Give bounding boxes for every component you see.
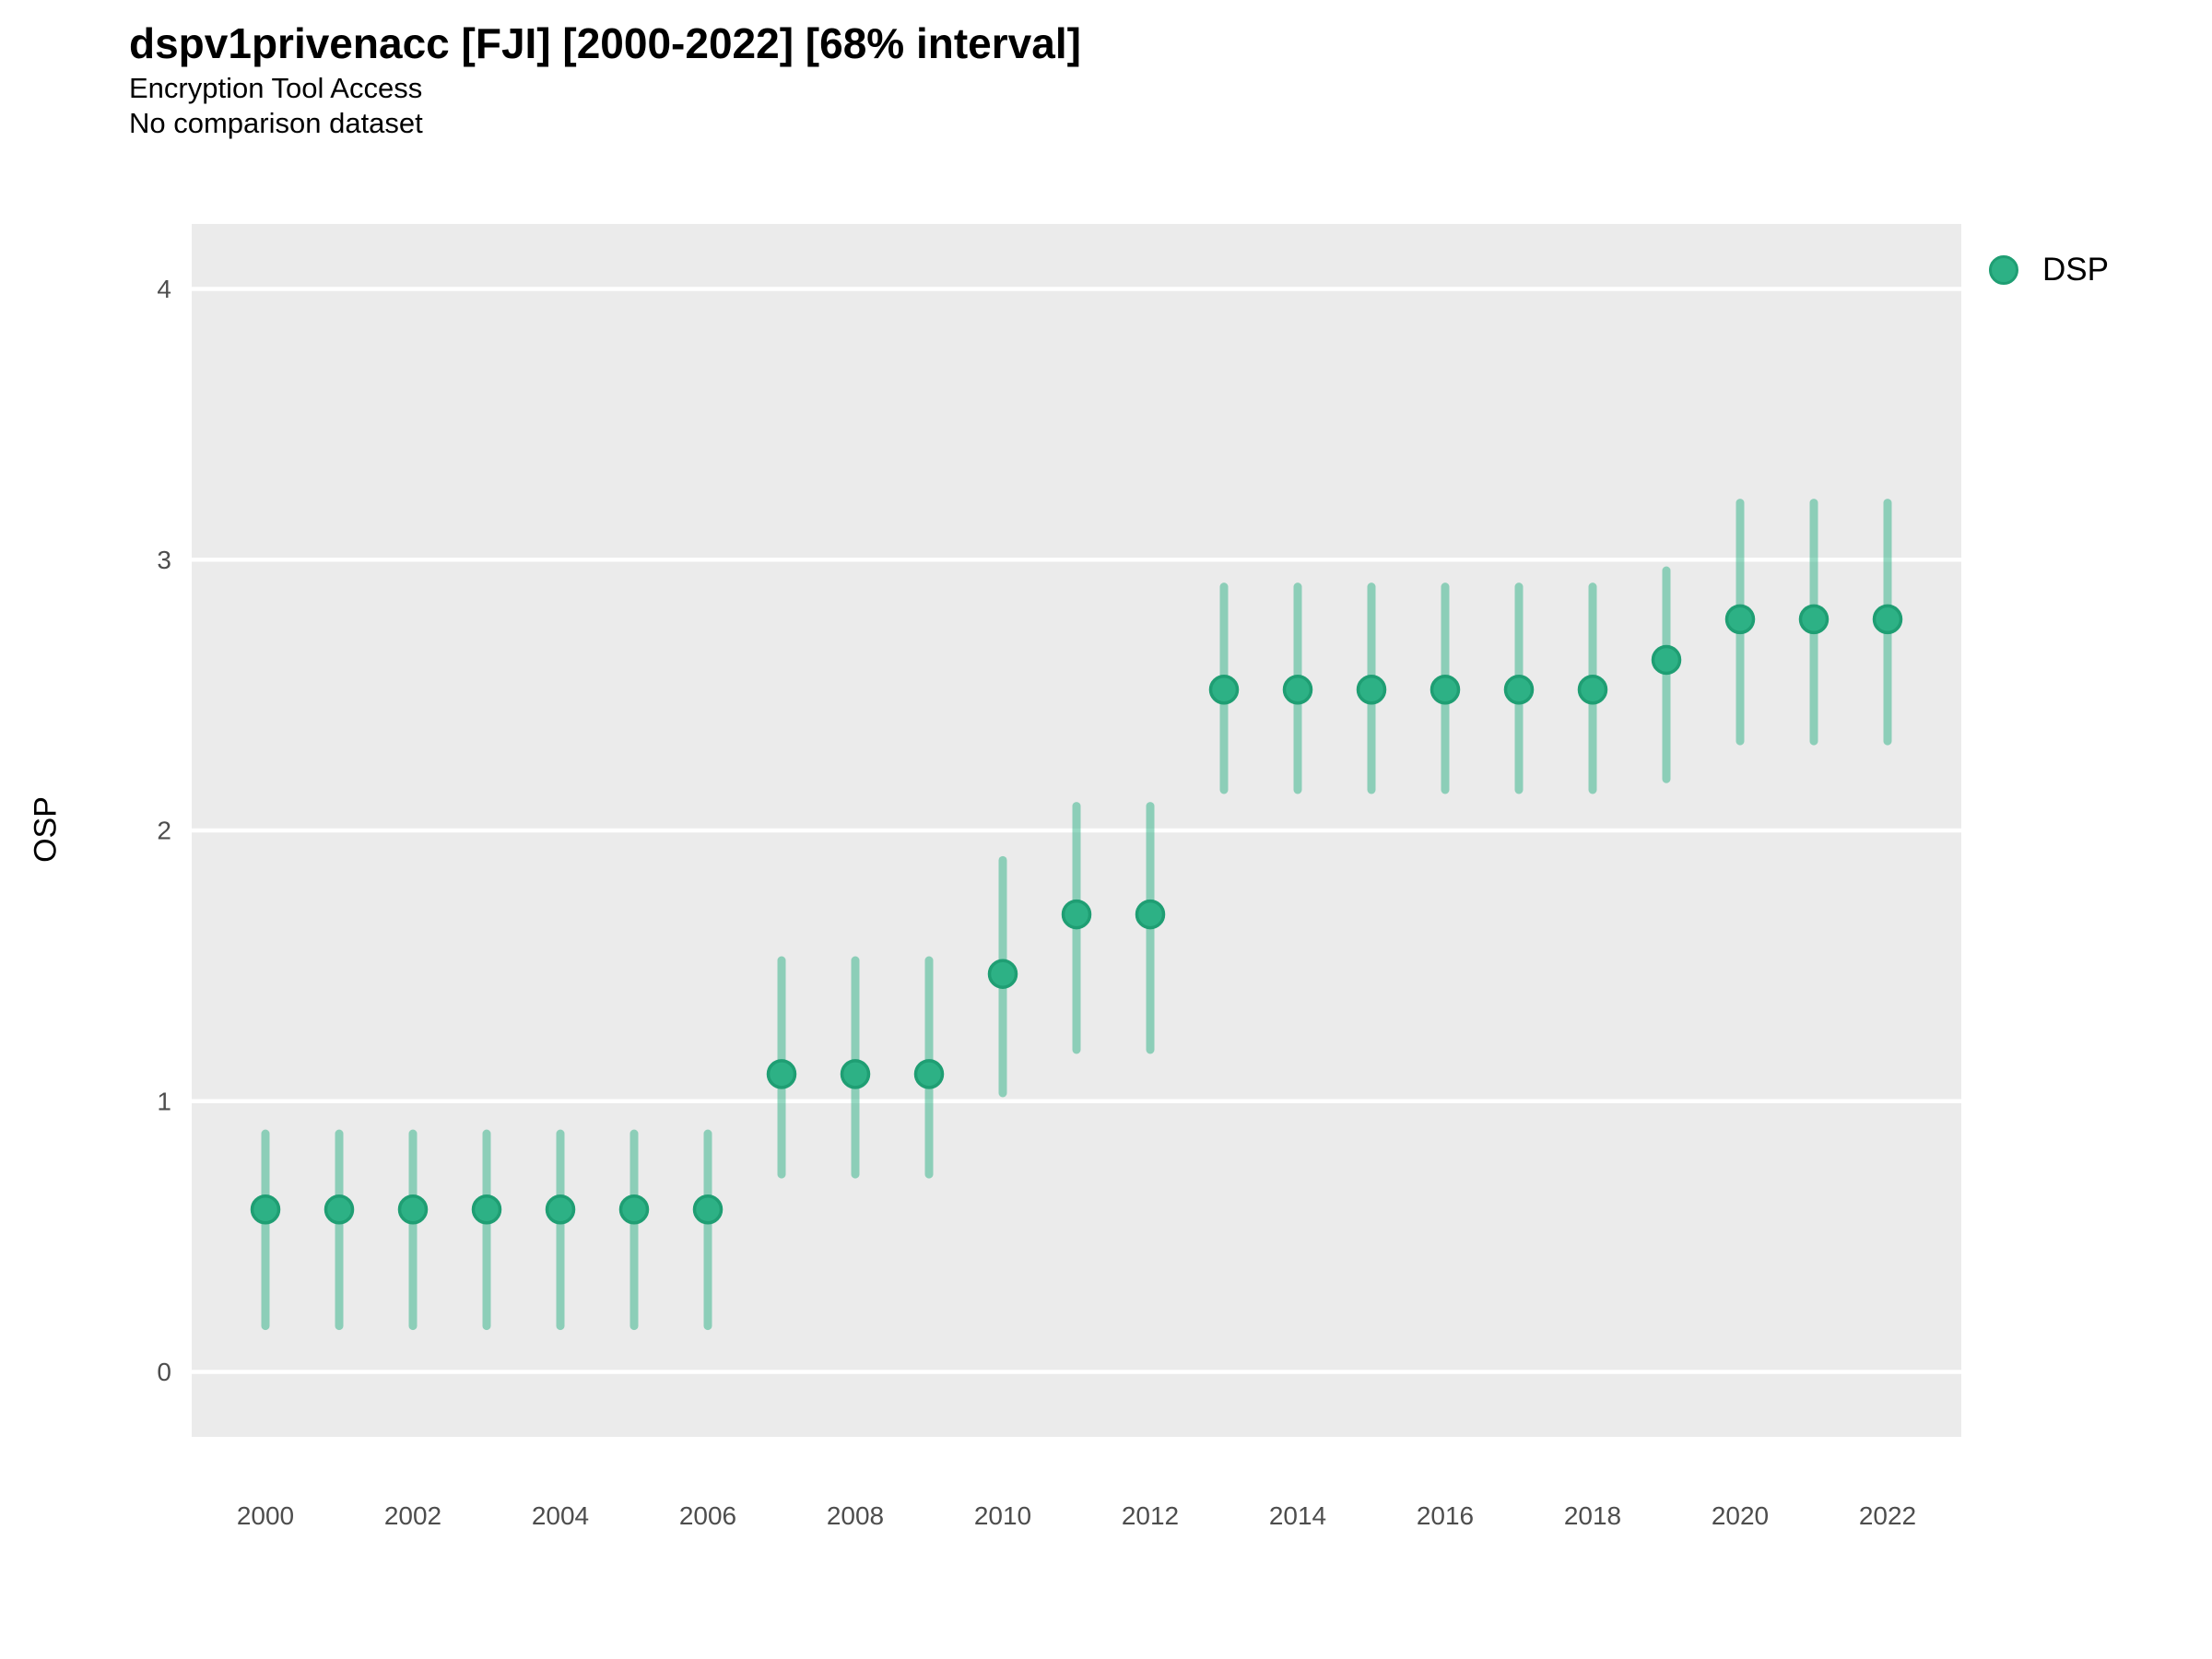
x-tick-label-2006: 2006 [679, 1501, 736, 1530]
point-DSP-2016 [1430, 675, 1461, 705]
chart-title: dspv1privenacc [FJI] [2000-2022] [68% in… [129, 19, 1081, 67]
y-axis-title: OSP [28, 796, 64, 863]
point-DSP-2006 [692, 1194, 724, 1225]
legend-point-icon [1989, 254, 2018, 285]
x-tick-label-2016: 2016 [1417, 1501, 1474, 1530]
point-DSP-2017 [1503, 675, 1535, 705]
point-DSP-2007 [766, 1059, 797, 1089]
x-tick-label-2008: 2008 [827, 1501, 884, 1530]
x-tick-label-2000: 2000 [237, 1501, 294, 1530]
point-DSP-2014 [1282, 675, 1313, 705]
x-tick-label-2014: 2014 [1269, 1501, 1326, 1530]
point-DSP-2011 [1061, 899, 1092, 930]
point-DSP-2003 [471, 1194, 502, 1225]
y-tick-label-1: 1 [157, 1087, 171, 1115]
point-DSP-2004 [545, 1194, 576, 1225]
y-tick-label-0: 0 [157, 1358, 171, 1386]
point-DSP-2018 [1577, 675, 1608, 705]
x-tick-label-2022: 2022 [1859, 1501, 1916, 1530]
point-DSP-2019 [1651, 644, 1682, 676]
y-tick-label-2: 2 [157, 817, 171, 845]
x-tick-label-2010: 2010 [974, 1501, 1031, 1530]
legend-item-label: DSP [2042, 252, 2109, 288]
point-DSP-2015 [1356, 675, 1387, 705]
x-tick-label-2012: 2012 [1122, 1501, 1179, 1530]
point-DSP-2005 [618, 1194, 650, 1225]
point-DSP-2001 [324, 1194, 355, 1225]
y-tick-label-3: 3 [157, 546, 171, 574]
x-tick-label-2004: 2004 [532, 1501, 589, 1530]
legend: DSP [1989, 253, 2109, 286]
point-DSP-2002 [397, 1194, 429, 1225]
point-DSP-2021 [1798, 604, 1830, 635]
point-DSP-2013 [1208, 675, 1240, 705]
x-tick-label-2002: 2002 [384, 1501, 441, 1530]
x-tick-label-2018: 2018 [1564, 1501, 1621, 1530]
point-DSP-2009 [913, 1059, 945, 1089]
y-tick-label-4: 4 [157, 275, 171, 303]
point-DSP-2022 [1872, 604, 1903, 635]
point-DSP-2000 [250, 1194, 281, 1225]
point-DSP-2012 [1135, 899, 1166, 930]
point-DSP-2020 [1724, 604, 1756, 635]
chart-caption: No comparison dataset [129, 107, 423, 139]
point-DSP-2010 [987, 959, 1018, 989]
x-tick-label-2020: 2020 [1712, 1501, 1769, 1530]
point-DSP-2008 [840, 1059, 871, 1089]
chart-subtitle: Encryption Tool Access [129, 72, 423, 104]
